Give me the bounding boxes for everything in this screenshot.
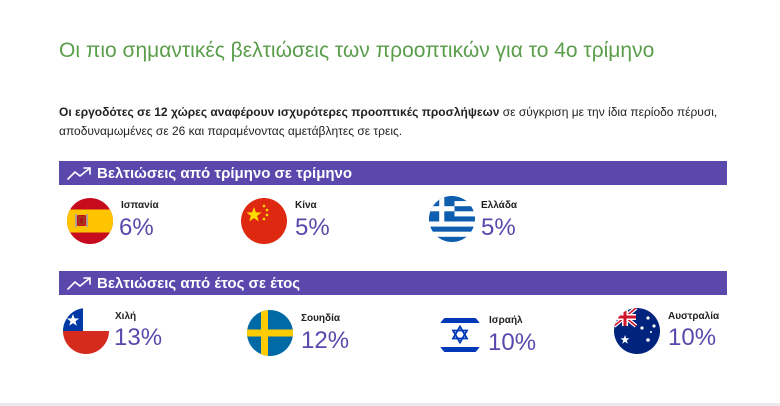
improvement-value: 12% [301, 327, 350, 354]
bottom-divider [0, 403, 780, 406]
intro-rest-text: σε σύγκριση με την ίδια περίοδο πέρυσι, … [59, 105, 718, 138]
greece-flag-icon [429, 196, 475, 242]
improvement-value: 10% [668, 324, 717, 351]
improvement-value: 5% [481, 214, 516, 241]
intro-text: Οι εργοδότες σε 12 χώρες αναφέρουν ισχυρ… [59, 103, 729, 141]
improvement-value: 13% [114, 324, 163, 351]
sweden-flag-icon [247, 310, 293, 356]
country-name: Ισπανία [121, 200, 159, 211]
chile-flag-icon [63, 308, 109, 354]
trend-up-icon [67, 277, 91, 290]
country-name: Ελλάδα [481, 200, 518, 211]
improvement-value: 6% [119, 214, 154, 241]
section-banner-quarterly: Βελτιώσεις από τρίμηνο σε τρίμηνο [59, 161, 727, 185]
intro-bold-text: Οι εργοδότες σε 12 χώρες αναφέρουν ισχυρ… [59, 105, 500, 119]
improvement-value: 5% [295, 214, 330, 241]
section-label: Βελτιώσεις από τρίμηνο σε τρίμηνο [97, 164, 353, 182]
section-label: Βελτιώσεις από έτος σε έτος [97, 274, 301, 292]
spain-flag-icon [67, 198, 113, 244]
country-name: Κίνα [295, 200, 317, 211]
country-name: Σουηδία [301, 313, 341, 324]
china-flag-icon [241, 198, 287, 244]
country-name: Ισραήλ [489, 315, 523, 326]
improvement-value: 10% [488, 329, 537, 356]
trend-up-icon [67, 167, 91, 180]
section-banner-yearly: Βελτιώσεις από έτος σε έτος [59, 271, 727, 295]
country-name: Αυστραλία [668, 311, 720, 322]
australia-flag-icon [614, 308, 660, 354]
israel-flag-icon [437, 312, 483, 358]
page-title: Οι πιο σημαντικές βελτιώσεις των προοπτι… [59, 39, 655, 62]
country-name: Χιλή [115, 311, 137, 322]
